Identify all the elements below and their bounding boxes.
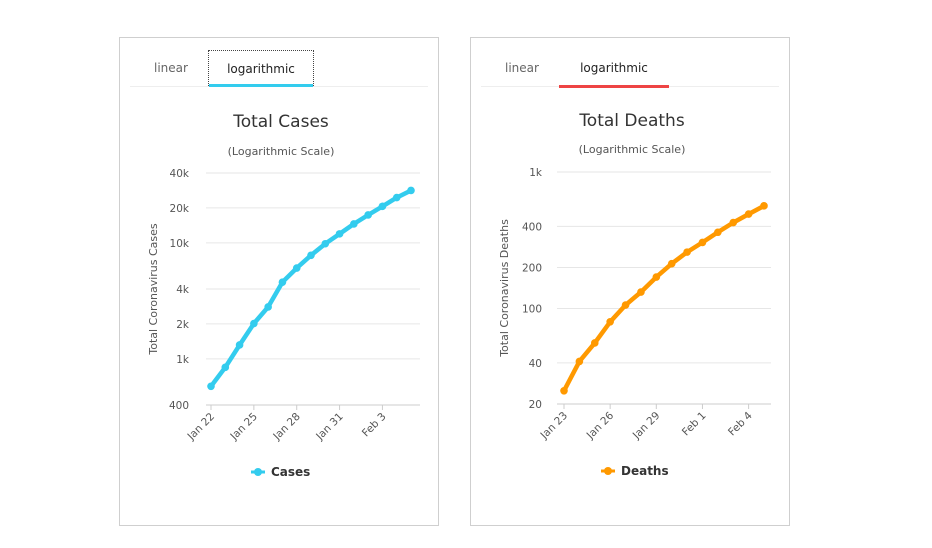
x-tick-label: Jan 23 (538, 410, 570, 442)
y-tick-label: 4k (176, 284, 190, 296)
series-line-cases (208, 188, 414, 389)
y-axis-title: Total Coronavirus Deaths (498, 219, 511, 358)
data-point (335, 230, 344, 238)
data-point (378, 202, 387, 211)
y-tick-label: 400 (169, 400, 189, 412)
data-point (278, 278, 287, 286)
data-point (221, 363, 230, 372)
data-point (560, 386, 568, 395)
cases-chart: Total Cases (Logarithmic Scale) 400 1k 2k 4k 1… (147, 112, 420, 479)
x-tick-label: Jan 26 (584, 409, 617, 442)
tab-linear[interactable]: linear (154, 61, 188, 75)
y-tick-label: 1k (176, 354, 190, 366)
chart-title: Total Deaths (578, 111, 685, 131)
y-tick-label: 40k (170, 168, 190, 180)
tab-active-indicator (559, 85, 669, 88)
deaths-scale-tabs: linear logarithmic (481, 50, 779, 88)
data-point (392, 193, 401, 202)
data-point (714, 228, 722, 237)
y-tick-label: 20k (170, 203, 190, 215)
data-point (364, 211, 372, 219)
tab-logarithmic-label: logarithmic (580, 61, 648, 75)
tab-linear[interactable]: linear (505, 61, 539, 75)
data-point (407, 186, 415, 195)
x-tick-label: Jan 29 (630, 410, 662, 442)
chart-subtitle: (Logarithmic Scale) (579, 143, 686, 156)
x-tick-label: Feb 4 (726, 409, 755, 438)
data-point (606, 317, 614, 326)
y-tick-label: 40 (529, 358, 542, 370)
data-point (683, 248, 691, 256)
data-point (207, 382, 215, 391)
x-tick-label: Jan 22 (185, 411, 217, 443)
data-point (744, 210, 753, 218)
legend-marker (604, 467, 612, 475)
data-point (637, 288, 645, 296)
chart-subtitle: (Logarithmic Scale) (228, 145, 335, 158)
y-tick-label: 400 (522, 221, 542, 233)
y-tick-label: 10k (170, 238, 190, 250)
data-point (235, 341, 244, 349)
data-point (621, 301, 630, 309)
y-tick-label: 1k (529, 167, 543, 179)
data-point (729, 218, 738, 227)
tab-logarithmic[interactable]: logarithmic (559, 50, 669, 88)
x-tick-label: Jan 31 (313, 411, 345, 443)
x-tick-label: Jan 25 (228, 411, 260, 443)
deaths-chart: Total Deaths (Logarithmic Scale) 20 40 100 20… (498, 111, 771, 478)
data-point (264, 303, 272, 311)
data-point (590, 339, 599, 347)
cases-chart-card: linear logarithmic Total Cases (Logarithm… (119, 37, 439, 526)
tab-active-indicator (209, 84, 313, 87)
data-point (667, 259, 676, 268)
y-tick-label: 2k (176, 319, 190, 331)
data-point (652, 273, 661, 281)
deaths-chart-card: linear logarithmic Total Deaths (Logarith… (470, 37, 790, 526)
data-point (760, 202, 768, 210)
legend-label: Cases (271, 465, 310, 479)
y-tick-label: 100 (522, 304, 542, 316)
x-tick-label: Jan 28 (270, 411, 302, 443)
data-point (321, 239, 330, 248)
data-point (698, 238, 707, 247)
x-tick-label: Feb 3 (360, 411, 389, 440)
legend-marker (254, 468, 262, 476)
data-point (350, 220, 358, 228)
y-tick-label: 20 (529, 399, 542, 411)
data-point (292, 264, 301, 272)
x-tick-label: Feb 1 (680, 410, 709, 439)
data-point (250, 319, 258, 328)
y-axis-title: Total Coronavirus Cases (147, 223, 160, 356)
chart-title: Total Cases (232, 112, 329, 132)
legend-label: Deaths (621, 464, 669, 478)
tab-logarithmic[interactable]: logarithmic (208, 50, 314, 87)
data-point (307, 251, 315, 260)
data-point (575, 357, 584, 366)
tab-logarithmic-label: logarithmic (227, 62, 295, 76)
y-tick-label: 200 (522, 262, 542, 274)
cases-scale-tabs: linear logarithmic (130, 50, 428, 87)
